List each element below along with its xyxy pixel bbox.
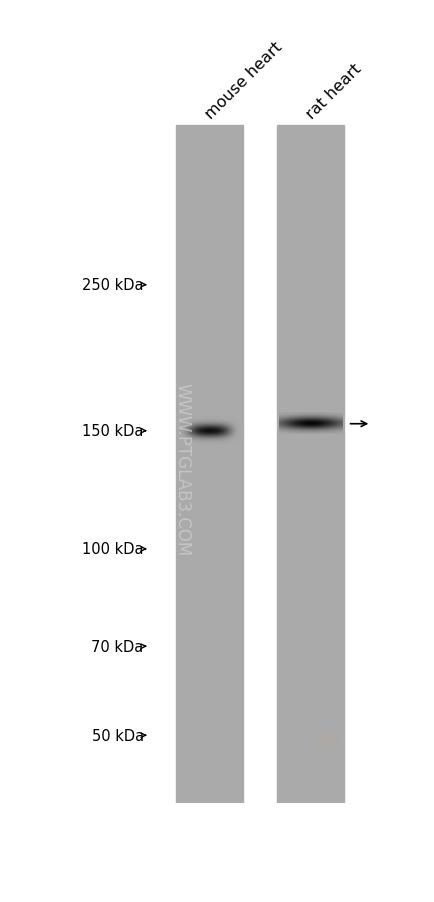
Bar: [276, 125, 344, 803]
Text: mouse heart: mouse heart: [202, 40, 285, 122]
Text: WWW.PTGLAB3.COM: WWW.PTGLAB3.COM: [173, 382, 191, 556]
Text: 150 kDa: 150 kDa: [82, 424, 143, 438]
Bar: [175, 125, 243, 803]
Ellipse shape: [315, 734, 339, 747]
Text: 100 kDa: 100 kDa: [82, 542, 143, 557]
Text: rat heart: rat heart: [303, 61, 364, 122]
Text: 250 kDa: 250 kDa: [82, 278, 143, 293]
Text: 50 kDa: 50 kDa: [92, 728, 143, 743]
Text: 70 kDa: 70 kDa: [91, 639, 143, 654]
